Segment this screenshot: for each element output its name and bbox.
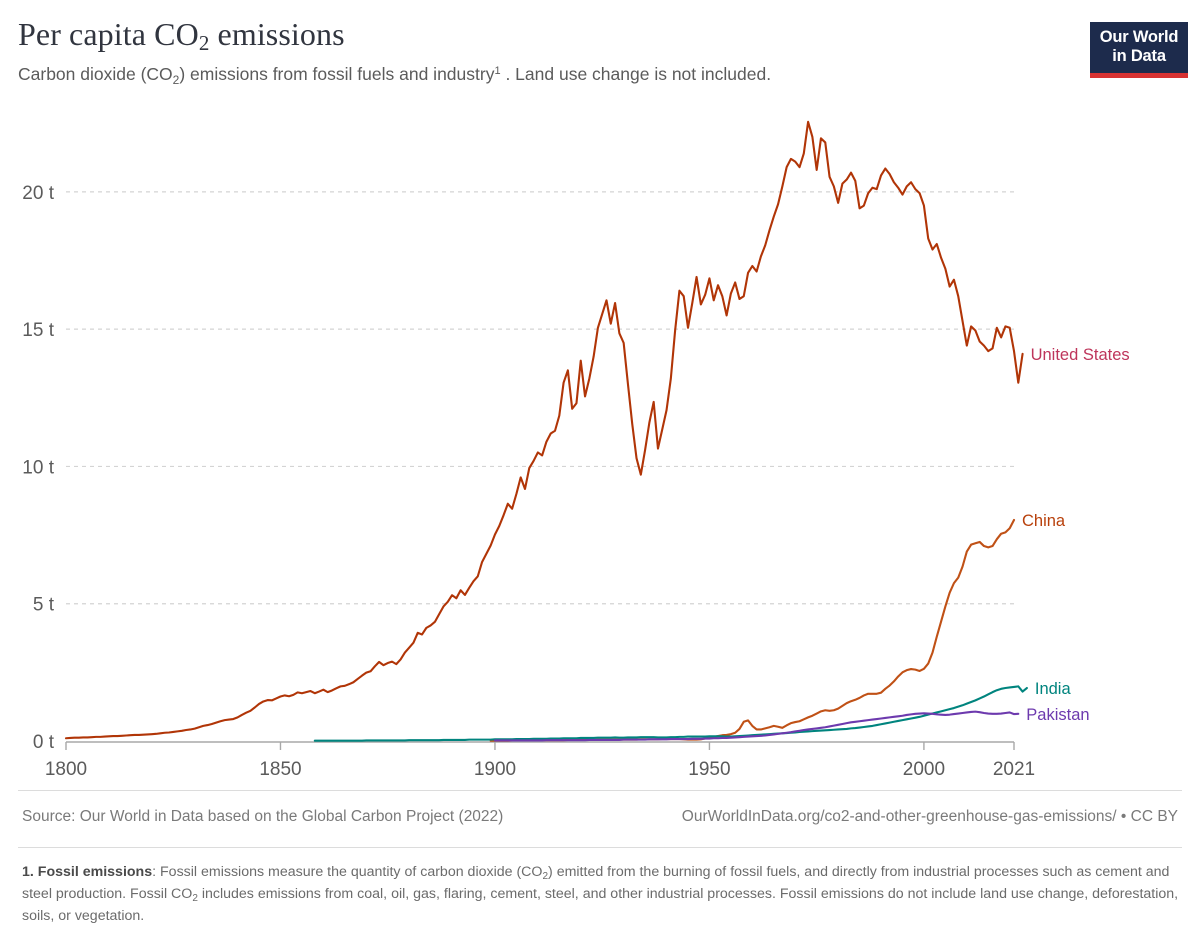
title-text-post: emissions xyxy=(209,16,345,52)
logo-line-2: in Data xyxy=(1112,47,1166,65)
footnote-number: 1. xyxy=(22,864,38,880)
footnote-term: Fossil emissions xyxy=(37,864,153,880)
series-line-india[interactable] xyxy=(313,685,1028,742)
logo-line-1: Our World xyxy=(1099,28,1179,46)
x-axis-tick-label: 1850 xyxy=(259,759,301,780)
chart-header: Per capita CO2 emissions Carbon dioxide … xyxy=(18,14,1182,92)
footnote-body-a: : Fossil emissions measure the quantity … xyxy=(152,864,543,880)
our-world-in-data-logo[interactable]: Our World in Data xyxy=(1090,22,1188,78)
footnote-body-c: includes emissions from coal, oil, gas, … xyxy=(22,886,1179,924)
source-text: Source: Our World in Data based on the G… xyxy=(22,808,504,825)
x-axis-tick-label: 1950 xyxy=(688,759,730,780)
series-line-united-states[interactable] xyxy=(64,120,1024,740)
y-axis-tick-label: 5 t xyxy=(33,595,55,616)
series-line-pakistan[interactable] xyxy=(493,710,1020,742)
title-text-pre: Per capita CO xyxy=(18,16,199,52)
footnote-sub-2: 2 xyxy=(192,893,198,904)
y-axis-tick-label: 20 t xyxy=(22,183,54,204)
x-axis-tick-label: 1900 xyxy=(474,759,516,780)
series-label-pakistan[interactable]: Pakistan xyxy=(1026,706,1089,724)
x-axis-tick-label: 2021 xyxy=(993,759,1035,780)
series-label-united-states[interactable]: United States xyxy=(1031,346,1130,364)
x-axis-tick-label: 2000 xyxy=(903,759,945,780)
footnote-divider xyxy=(18,847,1182,848)
y-axis-tick-label: 15 t xyxy=(22,320,54,341)
series-label-china[interactable]: China xyxy=(1022,512,1066,530)
footnote-body-b: ) emitted from the burning of fossil fue… xyxy=(22,864,1170,902)
title-subscript: 2 xyxy=(198,31,210,55)
subtitle-part-a: Carbon dioxide (CO xyxy=(18,64,173,84)
series-label-india[interactable]: India xyxy=(1035,680,1072,698)
source-link[interactable]: OurWorldInData.org/co2-and-other-greenho… xyxy=(681,808,1178,825)
page-title: Per capita CO2 emissions xyxy=(18,14,1182,58)
footer-divider xyxy=(18,790,1182,791)
series-line-china[interactable] xyxy=(489,518,1016,742)
subtitle-subscript: 2 xyxy=(172,73,180,87)
chart-footer: Source: Our World in Data based on the G… xyxy=(22,800,1178,834)
line-chart-svg[interactable]: 0 t 5 t 10 t 15 t 20 t 1800 1850 1900 1950 2000 20… xyxy=(0,96,1200,786)
footnote-marker[interactable]: 1 xyxy=(494,65,501,77)
subtitle-part-b: ) emissions from fossil fuels and indust… xyxy=(179,64,495,84)
y-axis-tick-label: 0 t xyxy=(33,732,55,753)
y-axis-tick-label: 10 t xyxy=(22,457,54,478)
footnote-sub-1: 2 xyxy=(542,871,549,882)
x-axis-tick-label: 1800 xyxy=(45,759,87,780)
footnote-block: 1. Fossil emissions: Fossil emissions me… xyxy=(22,862,1180,927)
subtitle-part-c: . Land use change is not included. xyxy=(500,64,772,84)
chart-plot-area[interactable]: 0 t 5 t 10 t 15 t 20 t 1800 1850 1900 1950 2000 20… xyxy=(0,96,1200,786)
chart-subtitle: Carbon dioxide (CO2) emissions from foss… xyxy=(18,62,1182,89)
